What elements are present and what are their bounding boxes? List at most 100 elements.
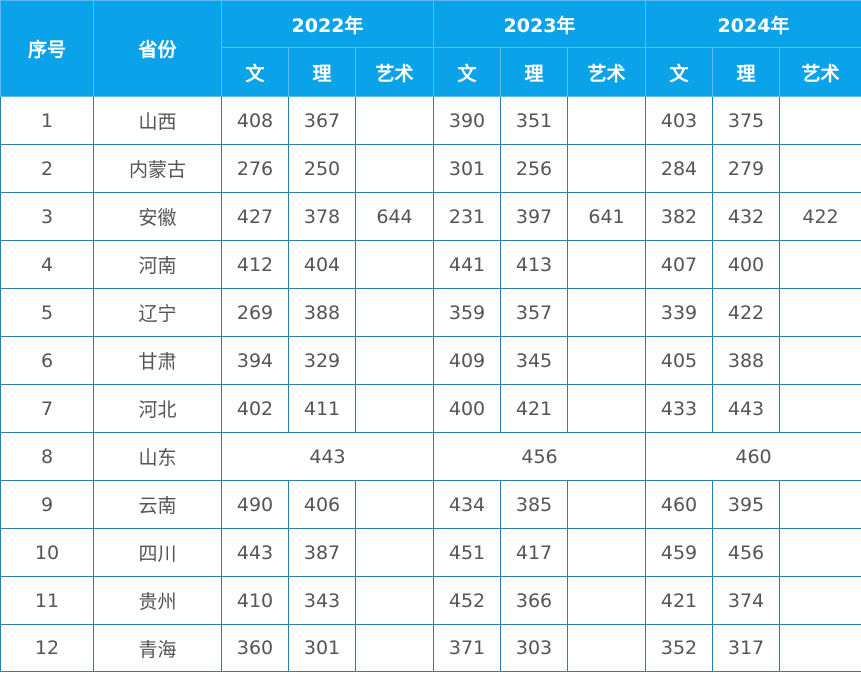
score-cell: 490: [221, 480, 289, 529]
score-cell: 421: [645, 576, 713, 625]
header-subject-wen: 文: [221, 47, 289, 97]
score-cell: [567, 240, 646, 289]
score-cell: 231: [433, 192, 501, 241]
score-cell: 460: [645, 480, 713, 529]
score-cell: [355, 96, 434, 145]
score-cell: 382: [645, 192, 713, 241]
header-subject-li: 理: [500, 47, 568, 97]
score-cell: [779, 336, 861, 385]
row-province: 辽宁: [93, 288, 222, 337]
score-cell: 388: [288, 288, 356, 337]
row-index: 3: [0, 192, 94, 241]
score-cell: [779, 576, 861, 625]
table-row: 5 辽宁 269 388 359 357 339 422: [0, 288, 861, 337]
score-cell: 357: [500, 288, 568, 337]
score-cell: 351: [500, 96, 568, 145]
score-cell: [355, 384, 434, 433]
score-cell: 388: [712, 336, 780, 385]
header-index: 序号: [0, 0, 94, 97]
score-cell: 413: [500, 240, 568, 289]
row-index: 6: [0, 336, 94, 385]
score-cell: 434: [433, 480, 501, 529]
score-cell: [567, 288, 646, 337]
header-subject-art: 艺术: [779, 47, 861, 97]
score-cell: 644: [355, 192, 434, 241]
row-province: 山东: [93, 432, 222, 481]
score-cell: 433: [645, 384, 713, 433]
score-cell: 329: [288, 336, 356, 385]
row-province: 四川: [93, 528, 222, 577]
score-cell: 408: [221, 96, 289, 145]
score-cell: 301: [288, 624, 356, 672]
table-header: 序号 省份 2022年 2023年 2024年 文 理 艺术 文 理 艺术 文 …: [0, 0, 861, 97]
header-subject-li: 理: [712, 47, 780, 97]
score-cell: 339: [645, 288, 713, 337]
table-row: 1 山西 408 367 390 351 403 375: [0, 96, 861, 145]
score-cell: 422: [712, 288, 780, 337]
row-index: 5: [0, 288, 94, 337]
row-province: 安徽: [93, 192, 222, 241]
score-cell: 360: [221, 624, 289, 672]
table-row: 2 内蒙古 276 250 301 256 284 279: [0, 144, 861, 193]
score-cell: 456: [712, 528, 780, 577]
score-cell: 375: [712, 96, 780, 145]
score-cell: 343: [288, 576, 356, 625]
score-cell: 359: [433, 288, 501, 337]
score-cell: 387: [288, 528, 356, 577]
score-cell: 303: [500, 624, 568, 672]
table-row: 6 甘肃 394 329 409 345 405 388: [0, 336, 861, 385]
score-cell: 400: [712, 240, 780, 289]
merged-score-cell: 456: [433, 432, 646, 481]
merged-score-cell: 460: [645, 432, 861, 481]
score-cell: 317: [712, 624, 780, 672]
header-row-subjects: 文 理 艺术 文 理 艺术 文 理 艺术: [1, 47, 861, 97]
score-cell: 374: [712, 576, 780, 625]
row-index: 9: [0, 480, 94, 529]
score-cell: 410: [221, 576, 289, 625]
row-index: 4: [0, 240, 94, 289]
row-province: 山西: [93, 96, 222, 145]
score-cell: 432: [712, 192, 780, 241]
score-cell: 397: [500, 192, 568, 241]
score-cell: [567, 144, 646, 193]
score-cell: 400: [433, 384, 501, 433]
row-index: 1: [0, 96, 94, 145]
header-subject-li: 理: [288, 47, 356, 97]
score-cell: [567, 528, 646, 577]
score-cell: 402: [221, 384, 289, 433]
score-cell: 406: [288, 480, 356, 529]
row-index: 8: [0, 432, 94, 481]
score-cell: [779, 384, 861, 433]
score-cell: 378: [288, 192, 356, 241]
score-cell: 394: [221, 336, 289, 385]
score-cell: [567, 576, 646, 625]
score-cell: 352: [645, 624, 713, 672]
row-province: 甘肃: [93, 336, 222, 385]
row-index: 11: [0, 576, 94, 625]
score-cell: 404: [288, 240, 356, 289]
score-cell: [355, 480, 434, 529]
score-cell: [567, 336, 646, 385]
score-cell: 417: [500, 528, 568, 577]
header-subject-art: 艺术: [355, 47, 434, 97]
score-cell: 459: [645, 528, 713, 577]
score-cell: 451: [433, 528, 501, 577]
score-cell: 301: [433, 144, 501, 193]
row-index: 7: [0, 384, 94, 433]
score-cell: [355, 240, 434, 289]
score-cell: 441: [433, 240, 501, 289]
row-index: 10: [0, 528, 94, 577]
row-index: 12: [0, 624, 94, 672]
row-province: 贵州: [93, 576, 222, 625]
score-cell: [567, 480, 646, 529]
score-cell: 367: [288, 96, 356, 145]
score-cell: 422: [779, 192, 861, 241]
table-row: 10 四川 443 387 451 417 459 456: [0, 528, 861, 577]
table-row: 9 云南 490 406 434 385 460 395: [0, 480, 861, 529]
score-cell: [779, 144, 861, 193]
score-cell: 409: [433, 336, 501, 385]
score-cell: [779, 96, 861, 145]
row-province: 河南: [93, 240, 222, 289]
table-row: 7 河北 402 411 400 421 433 443: [0, 384, 861, 433]
score-cell: [355, 528, 434, 577]
